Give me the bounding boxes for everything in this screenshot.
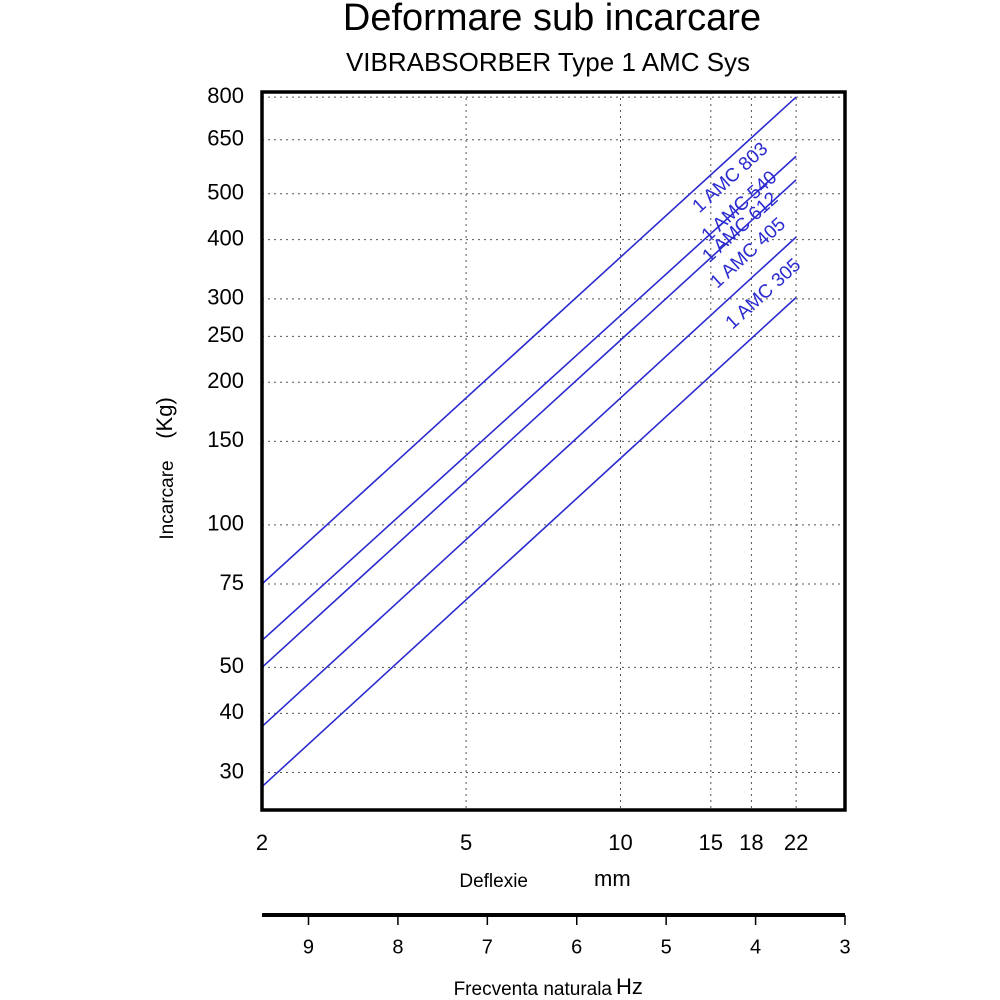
secondary-x-tick-label: 7 bbox=[482, 936, 493, 958]
chart-title: Deformare sub incarcare bbox=[343, 0, 761, 39]
y-tick-label: 40 bbox=[220, 699, 244, 724]
secondary-x-tick-label: 8 bbox=[392, 936, 403, 958]
y-tick-label: 300 bbox=[207, 285, 244, 310]
y-axis-unit: (Kg) bbox=[152, 397, 177, 439]
y-tick-label: 75 bbox=[220, 570, 244, 595]
x-axis-label: Deflexie bbox=[459, 871, 528, 892]
chart-subtitle: VIBRABSORBER Type 1 AMC Sys bbox=[346, 47, 750, 77]
secondary-x-tick-label: 5 bbox=[661, 936, 672, 958]
y-tick-label: 650 bbox=[207, 126, 244, 151]
y-tick-label: 200 bbox=[207, 368, 244, 393]
series-line bbox=[261, 179, 797, 669]
secondary-x-axis-label: Frecventa naturala bbox=[454, 979, 613, 1000]
y-tick-label: 400 bbox=[207, 225, 244, 250]
y-tick-label: 30 bbox=[220, 758, 244, 783]
x-tick-label: 2 bbox=[256, 830, 268, 855]
y-tick-label: 800 bbox=[207, 83, 244, 108]
secondary-x-axis-unit: Hz bbox=[616, 974, 643, 999]
x-tick-label: 5 bbox=[460, 830, 472, 855]
x-tick-label: 18 bbox=[739, 830, 763, 855]
x-axis-unit: mm bbox=[594, 866, 631, 891]
series-line bbox=[261, 96, 797, 585]
series-line bbox=[261, 155, 797, 642]
x-tick-label: 22 bbox=[784, 830, 808, 855]
y-tick-label: 250 bbox=[207, 322, 244, 347]
y-tick-label: 150 bbox=[207, 427, 244, 452]
secondary-x-tick-label: 4 bbox=[750, 936, 761, 958]
x-tick-label: 15 bbox=[699, 830, 723, 855]
secondary-x-tick-label: 6 bbox=[571, 936, 582, 958]
series-line bbox=[261, 236, 797, 728]
y-tick-label: 100 bbox=[207, 511, 244, 536]
secondary-x-tick-label: 9 bbox=[303, 936, 314, 958]
y-tick-label: 50 bbox=[220, 653, 244, 678]
x-tick-label: 10 bbox=[608, 830, 632, 855]
plot-frame bbox=[260, 90, 847, 812]
secondary-x-tick-label: 3 bbox=[839, 936, 850, 958]
series-line bbox=[261, 296, 797, 788]
y-axis-label: Incarcare bbox=[157, 460, 178, 539]
y-tick-label: 500 bbox=[207, 180, 244, 205]
